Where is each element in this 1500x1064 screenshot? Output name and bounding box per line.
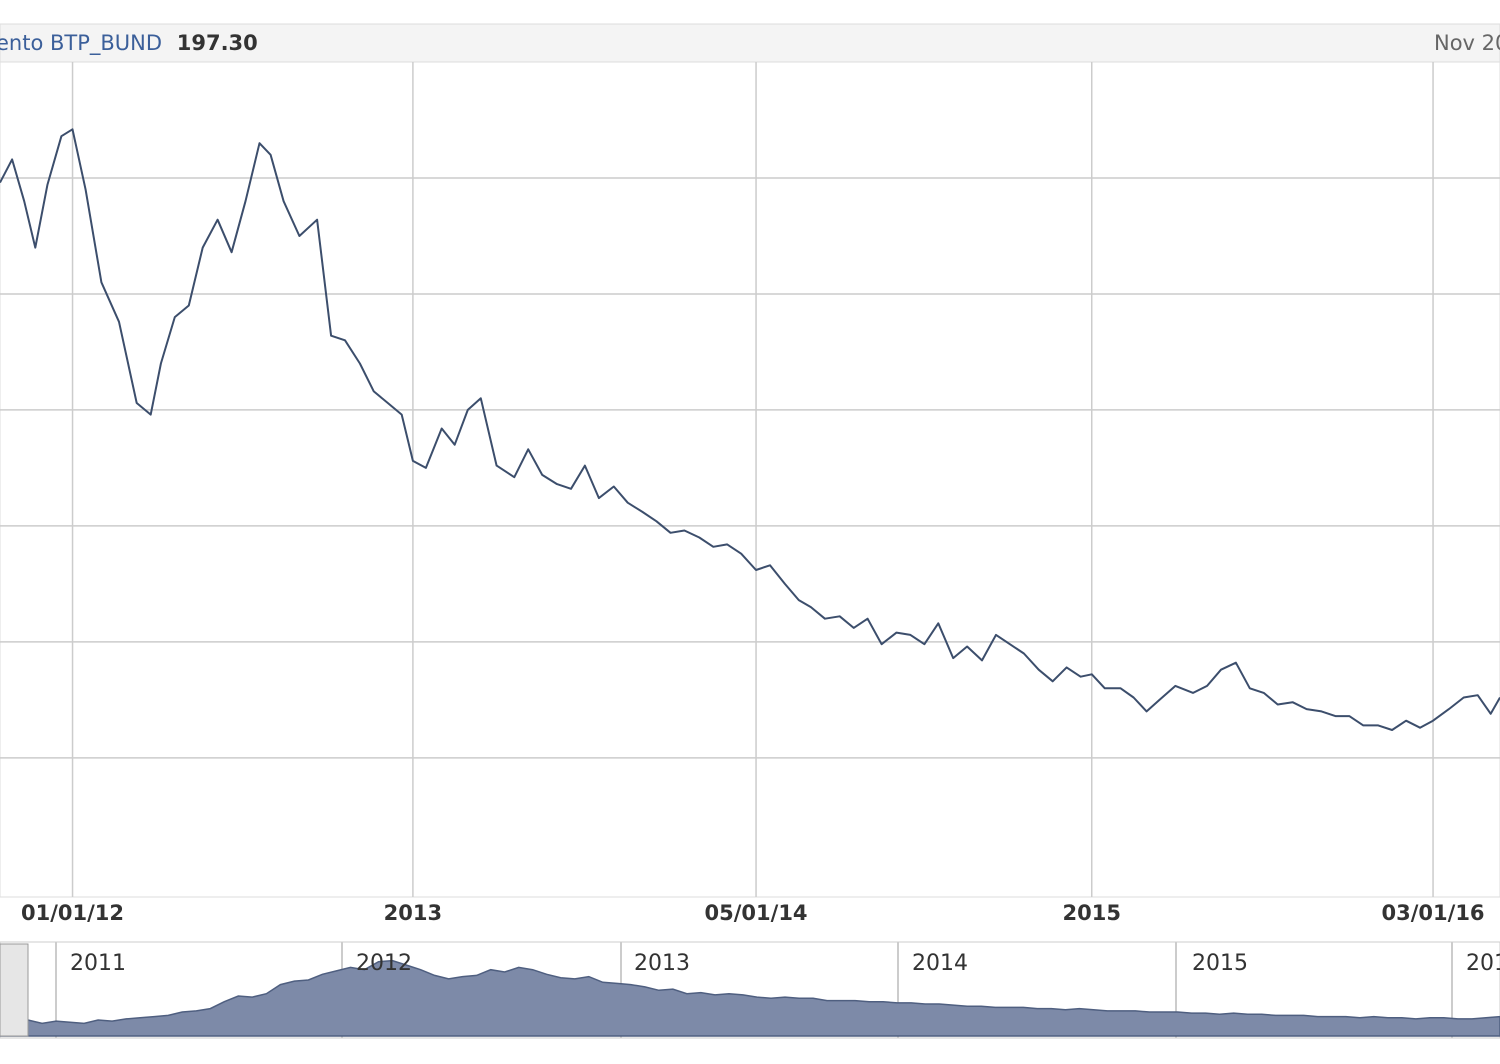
- x-tick-label: 01/01/12: [21, 901, 124, 925]
- last-value: 197.30: [177, 31, 258, 55]
- x-tick-label: 03/01/16: [1382, 901, 1485, 925]
- date-label: Nov 20: [1434, 31, 1500, 55]
- navigator-year-label: 201: [1466, 951, 1500, 976]
- navigator-year-label: 2011: [70, 951, 126, 976]
- navigator-year-label: 2012: [356, 951, 412, 976]
- gridlines: [0, 62, 1500, 897]
- navigator-left-handle[interactable]: [0, 943, 29, 1037]
- navigator-year-label: 2013: [634, 951, 690, 976]
- series-line: [0, 128, 1500, 731]
- navigator-year-label: 2015: [1192, 951, 1248, 976]
- x-tick-label: 2013: [384, 901, 442, 925]
- navigator-area: [0, 959, 1500, 1037]
- header-bar: [0, 23, 1500, 63]
- series-label: ento BTP_BUND: [0, 31, 162, 56]
- navigator-year-label: 2014: [912, 951, 968, 976]
- range-navigator[interactable]: 2011 2012 2013 2014 2015 201: [0, 941, 1500, 1039]
- header-title: ento BTP_BUND 197.30: [0, 31, 258, 56]
- x-tick-label: 2015: [1063, 901, 1121, 925]
- x-tick-label: 05/01/14: [705, 901, 808, 925]
- plot-area: [0, 61, 1500, 898]
